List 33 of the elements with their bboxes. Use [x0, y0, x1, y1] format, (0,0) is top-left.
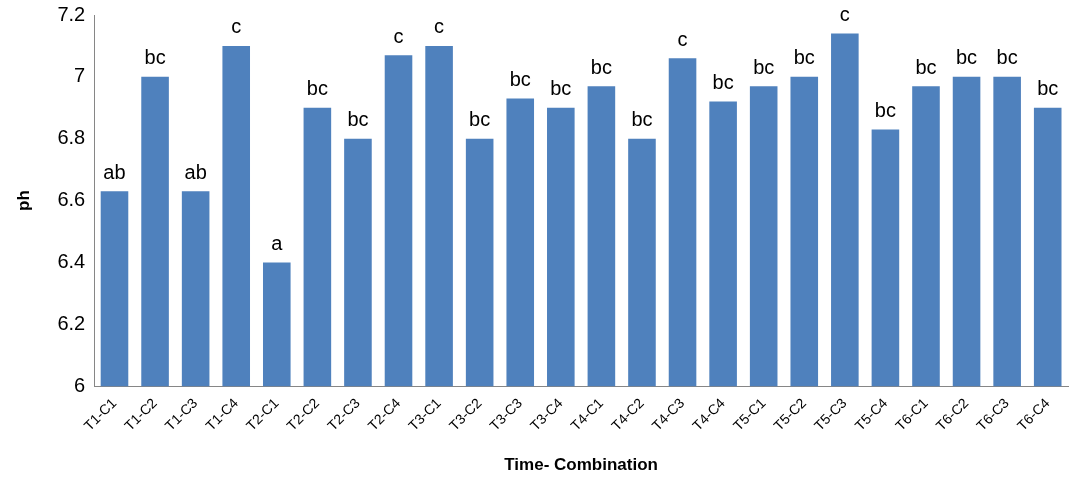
annotation: bc [144, 46, 166, 69]
annotation: bc [550, 77, 572, 100]
y-tick-label: 6.2 [57, 311, 86, 334]
annotation: bc [956, 46, 978, 69]
y-tick-label: 6.6 [57, 188, 86, 211]
annotation: c [839, 3, 850, 26]
annotation: a [271, 231, 284, 254]
annotation: c [231, 15, 242, 38]
annotation: bc [1037, 77, 1059, 100]
annotation: bc [509, 68, 531, 91]
x-axis-title: Time- Combination [504, 455, 658, 475]
annotation: bc [753, 55, 775, 78]
annotation: bc [347, 108, 369, 131]
annotation: bc [874, 98, 896, 121]
annotation: bc [469, 108, 491, 131]
annotation: bc [306, 77, 328, 100]
y-tick-label: 6.8 [57, 126, 86, 149]
annotation: ab [184, 160, 207, 183]
annotation: bc [915, 55, 937, 78]
annotation: ab [103, 160, 126, 183]
annotation: bc [590, 55, 612, 78]
y-axis-title: ph [13, 190, 33, 211]
annotation: c [393, 24, 404, 47]
y-tick-label: 6.4 [57, 249, 86, 272]
annotation: bc [712, 71, 734, 94]
y-tick-label: 7 [74, 64, 86, 87]
annotation: bc [631, 108, 653, 131]
annotation: c [677, 27, 688, 50]
y-tick-label: 6 [74, 373, 86, 396]
annotation: bc [996, 46, 1018, 69]
annotation: c [434, 15, 445, 38]
annotation: bc [793, 46, 815, 69]
y-tick-label: 7.2 [57, 2, 86, 25]
